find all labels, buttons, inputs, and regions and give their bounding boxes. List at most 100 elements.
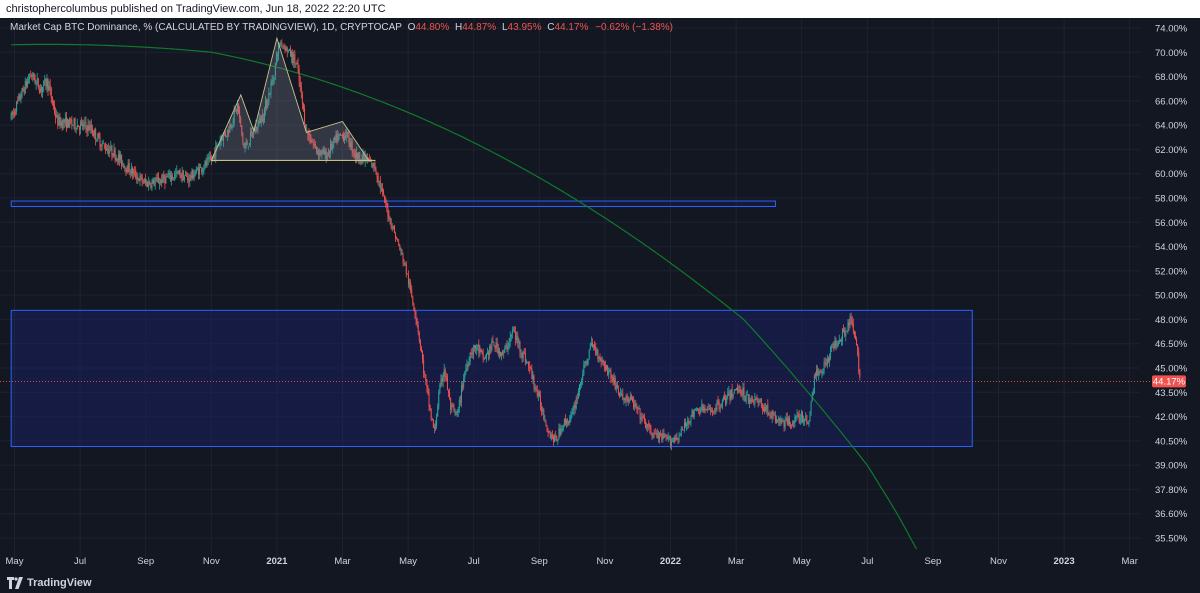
- candle: [559, 423, 561, 438]
- candle-body: [740, 390, 742, 394]
- candle-body: [620, 392, 622, 396]
- candle-body: [657, 435, 659, 438]
- candle-body: [88, 125, 90, 131]
- candle-body: [604, 366, 606, 370]
- candle: [582, 369, 584, 386]
- candle-body: [501, 353, 503, 356]
- candle: [651, 432, 653, 440]
- candle: [372, 162, 374, 169]
- candle: [431, 417, 433, 421]
- candle: [747, 393, 749, 405]
- candle-body: [348, 133, 350, 144]
- candle: [488, 349, 490, 361]
- support-resistance-zone[interactable]: [10, 200, 776, 208]
- candle: [656, 428, 658, 439]
- candle: [249, 127, 251, 148]
- chart-area[interactable]: 74.00% 70.00% 68.00% 66.00% 64.00% 62.00% 60.0…: [0, 18, 1200, 574]
- candle-body: [404, 263, 406, 265]
- arc-layer[interactable]: [11, 43, 918, 550]
- candle: [817, 365, 819, 377]
- candle: [103, 143, 105, 149]
- candle: [670, 437, 672, 451]
- candle: [353, 148, 355, 159]
- candle: [191, 167, 193, 182]
- candle-body: [542, 409, 544, 411]
- candle-body: [128, 162, 130, 173]
- candle-body: [321, 150, 323, 155]
- candle-body: [274, 63, 276, 77]
- candle: [323, 145, 325, 155]
- candle-body: [849, 316, 851, 326]
- candle: [202, 167, 204, 177]
- candle: [165, 173, 167, 184]
- x-tick-label: Jul: [74, 556, 86, 567]
- x-axis[interactable]: May Jul Sep Nov 2021 Mar May Jul Sep Nov 2022 Mar Ma…: [6, 556, 1138, 567]
- candle: [779, 417, 781, 427]
- candle: [555, 430, 557, 441]
- x-tick-label: Sep: [531, 556, 548, 567]
- candle: [221, 136, 223, 141]
- candle-body: [685, 421, 687, 427]
- candle: [503, 349, 505, 359]
- parabolic-curve[interactable]: [11, 43, 918, 550]
- candle: [312, 138, 314, 150]
- candle: [492, 335, 494, 343]
- candle-body: [800, 412, 802, 419]
- y-axis[interactable]: 74.00%70.00%68.00%66.00%64.00%62.00%60.0…: [1155, 24, 1188, 545]
- candle: [534, 383, 536, 393]
- candle: [351, 138, 353, 157]
- x-tick-label: 2022: [660, 556, 681, 567]
- candle-body: [59, 116, 61, 126]
- candle-body: [166, 176, 168, 178]
- candle-body: [716, 401, 718, 410]
- y-tick-label: 68.00%: [1155, 72, 1188, 83]
- candle: [449, 388, 451, 400]
- candle: [50, 86, 52, 104]
- candle: [544, 414, 546, 423]
- candle: [537, 389, 539, 401]
- candle: [352, 149, 354, 158]
- candle-body: [33, 73, 35, 80]
- candle: [842, 327, 844, 346]
- candle: [514, 326, 516, 333]
- candle: [405, 260, 407, 278]
- candle: [274, 62, 276, 81]
- candle: [48, 80, 50, 92]
- candle: [635, 399, 637, 409]
- candle: [565, 418, 567, 429]
- candle-body: [589, 344, 591, 350]
- candle: [545, 419, 547, 427]
- candle-body: [854, 336, 856, 340]
- candle: [32, 71, 34, 82]
- candle: [283, 43, 285, 50]
- candle-body: [720, 405, 722, 408]
- candle-body: [565, 419, 567, 424]
- candle-body: [293, 54, 295, 64]
- candle-body: [167, 175, 169, 177]
- candle-body: [784, 420, 786, 428]
- candle-body: [308, 134, 310, 136]
- candle-body: [411, 289, 413, 297]
- support-resistance-zone[interactable]: [10, 309, 973, 448]
- y-tick-label: 56.00%: [1155, 218, 1188, 229]
- candle-body: [435, 424, 437, 430]
- candle: [729, 389, 731, 405]
- candle: [304, 104, 306, 125]
- candle: [117, 150, 119, 165]
- candle-body: [251, 131, 253, 134]
- y-tick-label: 37.80%: [1155, 485, 1188, 496]
- pattern-layer[interactable]: [210, 36, 376, 161]
- candle: [425, 374, 427, 386]
- zones-layer[interactable]: [10, 200, 973, 448]
- chart-svg[interactable]: 74.00%70.00%68.00%66.00%64.00%62.00%60.0…: [0, 18, 1200, 574]
- candle-body: [547, 430, 549, 433]
- candle: [726, 395, 728, 406]
- candle: [257, 119, 259, 134]
- candle-body: [38, 88, 40, 93]
- candle: [187, 172, 189, 184]
- candle-body: [252, 134, 254, 136]
- candle-body: [679, 435, 681, 436]
- candle-body: [402, 254, 404, 263]
- candle: [91, 124, 93, 137]
- candle-body: [712, 410, 714, 413]
